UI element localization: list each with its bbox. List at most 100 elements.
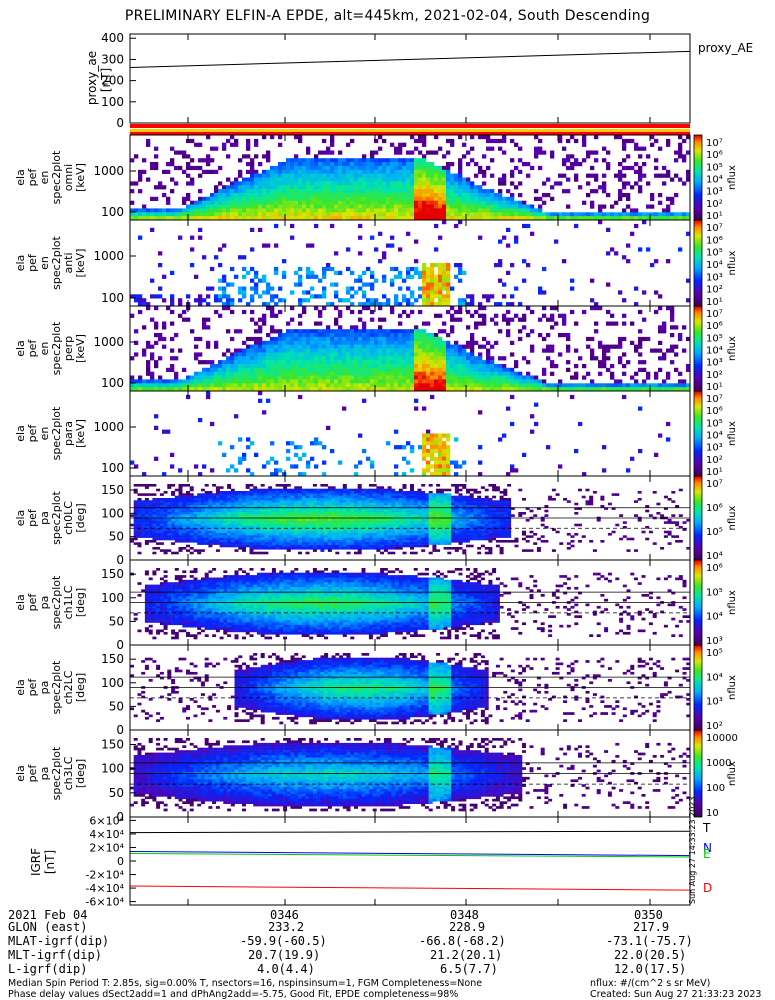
vertical-timestamp: Sun Aug 27 14:33:23 2023 bbox=[688, 797, 697, 904]
y-tick-label: 1000 bbox=[93, 249, 124, 263]
y-tick-label: 50 bbox=[109, 530, 124, 544]
y-axis-label-line: ela bbox=[14, 340, 27, 357]
y-axis-label-line: spec2plot bbox=[50, 491, 63, 545]
colorbar-8 bbox=[693, 729, 703, 818]
y-tick-label: 0 bbox=[116, 116, 124, 130]
y-tick-label: 150 bbox=[101, 738, 124, 752]
colorbar-label: nflux bbox=[727, 505, 738, 530]
y-axis-label-line: anti bbox=[62, 252, 75, 273]
col3-glon: 217.9 bbox=[633, 920, 670, 934]
colorbar-tick-label: 10 bbox=[706, 808, 719, 819]
y-axis-label-line: pef bbox=[26, 678, 39, 697]
colorbar-tick-label: 10⁷ bbox=[706, 223, 723, 234]
col1-mlt: 20.7(19.9) bbox=[248, 948, 321, 962]
y-tick-label: 0 bbox=[117, 855, 124, 868]
col1-mlat: -59.9(-60.5) bbox=[240, 934, 327, 948]
y-axis-label-line: [keV] bbox=[74, 163, 87, 192]
colorbar-tick-label: 10⁵ bbox=[706, 527, 723, 538]
y-tick-label: -2×10⁴ bbox=[85, 869, 124, 882]
colorbar-tick-label: 10¹ bbox=[706, 297, 723, 308]
time-tick-0348: 0348 bbox=[450, 908, 479, 922]
y-axis-label-line: pef bbox=[26, 253, 39, 272]
y-tick-label: 400 bbox=[101, 31, 124, 45]
colorbar-tick-label: 10⁵ bbox=[706, 248, 723, 259]
y-axis-label-line: para bbox=[62, 421, 75, 446]
colorbar-tick-label: 10⁴ bbox=[706, 260, 723, 271]
colorbar-tick-label: 10⁶ bbox=[706, 321, 723, 332]
status-bar-yellow bbox=[130, 129, 690, 132]
colorbar-frame bbox=[693, 729, 703, 818]
colorbar-tick-label: 10⁷ bbox=[706, 309, 723, 320]
col1-glon: 233.2 bbox=[268, 920, 305, 934]
y-tick-label: 100 bbox=[101, 591, 124, 605]
colorbar-label: nflux bbox=[727, 336, 738, 361]
y-axis-label-line: pa bbox=[38, 596, 51, 610]
igrf-line-E bbox=[129, 853, 691, 858]
y-tick-label: 4×10⁴ bbox=[89, 828, 124, 841]
y-tick-label: 100 bbox=[101, 205, 124, 219]
colorbar-tick-label: 10⁶ bbox=[706, 503, 723, 514]
heatmap-pitchangle-7 bbox=[130, 653, 691, 725]
y-axis-label-line: [deg] bbox=[74, 588, 87, 617]
y-tick-label: 200 bbox=[101, 74, 124, 88]
colorbar-tick-label: 10⁶ bbox=[706, 563, 723, 574]
colorbar-tick-label: 10⁷ bbox=[706, 138, 723, 149]
y-tick-label: 100 bbox=[101, 376, 124, 390]
y-axis-label-line: ela bbox=[14, 679, 27, 696]
footer-note-line2: Phase delay values dSect2add=1 and dPhAn… bbox=[8, 989, 459, 1000]
created-stamp: Created: Sun Aug 27 21:33:23 2023 bbox=[590, 989, 762, 1000]
y-tick-label: 100 bbox=[101, 676, 124, 690]
y-axis-label-line: pef bbox=[26, 593, 39, 612]
colorbar-tick-label: 10³ bbox=[706, 443, 723, 454]
y-axis-label-line: ch1LC bbox=[62, 585, 75, 619]
colorbar-tick-label: 10⁴ bbox=[706, 175, 723, 186]
colorbar-tick-label: 10⁴ bbox=[706, 672, 723, 683]
colorbar-tick-label: 10⁷ bbox=[706, 479, 723, 490]
col1-l: 4.0(4.4) bbox=[257, 962, 315, 976]
colorbar-label: nflux bbox=[727, 250, 738, 275]
y-tick-label: 1000 bbox=[93, 420, 124, 434]
y-tick-label: 0 bbox=[116, 553, 124, 567]
colorbar-tick-label: 10⁵ bbox=[706, 648, 723, 659]
colorbar-tick-label: 100 bbox=[706, 783, 725, 794]
y-axis-label-line: pef bbox=[26, 424, 39, 443]
colorbar-7 bbox=[693, 644, 703, 731]
y-tick-label: 150 bbox=[101, 483, 124, 497]
panel-frame-9 bbox=[129, 816, 691, 906]
colorbar-tick-label: 10⁶ bbox=[706, 150, 723, 161]
colorbar-4 bbox=[693, 390, 703, 477]
y-axis-label-line: spec2plot bbox=[50, 660, 63, 714]
colorbar-tick-label: 10² bbox=[706, 721, 723, 732]
heatmap-energy-1 bbox=[130, 135, 691, 221]
footer-row-label-l: L-igrf(dip) bbox=[8, 962, 88, 976]
y-axis-label-line: pef bbox=[26, 168, 39, 187]
igrf-line-D bbox=[129, 885, 691, 891]
y-axis-label-line: pa bbox=[38, 767, 51, 781]
y-axis-label-line: en bbox=[38, 171, 51, 185]
igrf-line-T bbox=[129, 830, 691, 834]
y-axis-label-line: [deg] bbox=[74, 503, 87, 532]
y-axis-label-line: pef bbox=[26, 764, 39, 783]
time-tick-0346: 0346 bbox=[270, 908, 299, 922]
y-axis-label-line: en bbox=[38, 256, 51, 270]
colorbar-label: nflux bbox=[727, 761, 738, 786]
y-axis-label-line: pa bbox=[38, 511, 51, 525]
y-tick-label: 150 bbox=[101, 567, 124, 581]
y-tick-label: 50 bbox=[109, 699, 124, 713]
colorbar-label: nflux bbox=[727, 421, 738, 446]
y-axis-label-line: en bbox=[38, 342, 51, 356]
colorbar-3 bbox=[693, 305, 703, 392]
colorbar-tick-label: 10² bbox=[706, 370, 723, 381]
y-tick-label: 100 bbox=[101, 291, 124, 305]
y-axis-label-line: ch2LC bbox=[62, 670, 75, 704]
colorbar-tick-label: 10² bbox=[706, 455, 723, 466]
y-axis-label-line: pef bbox=[26, 508, 39, 527]
panel-proxy-ae bbox=[129, 37, 691, 124]
col2-mlat: -66.8(-68.2) bbox=[419, 934, 506, 948]
y-axis-label-line: perp bbox=[62, 336, 75, 361]
y-axis-label-line: spec2plot bbox=[50, 236, 63, 290]
col2-l: 6.5(7.7) bbox=[440, 962, 498, 976]
heatmap-pitchangle-6 bbox=[130, 568, 691, 640]
footer-date-label: 2021 Feb 04 bbox=[8, 908, 88, 922]
status-bar-red bbox=[130, 124, 690, 128]
